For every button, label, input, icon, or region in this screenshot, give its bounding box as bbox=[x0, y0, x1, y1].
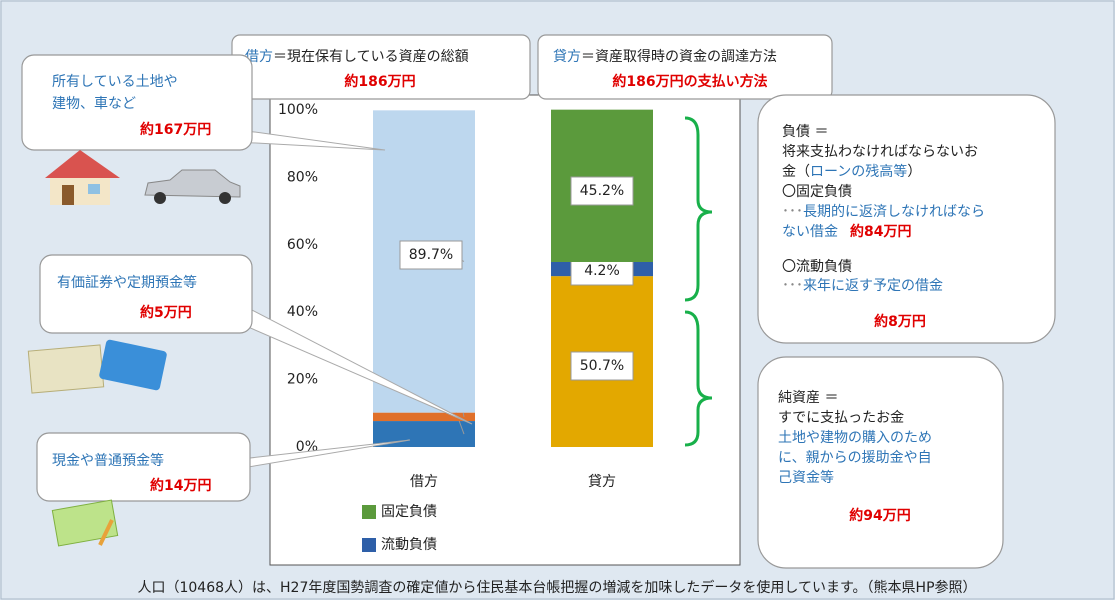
callout-box bbox=[40, 255, 252, 333]
y-tick-label: 60% bbox=[287, 237, 318, 253]
chart-frame bbox=[270, 95, 740, 565]
amount: 約186万円 bbox=[344, 73, 415, 90]
text: ･･･ bbox=[782, 204, 803, 220]
text: 長期的に返済しなければなら bbox=[803, 204, 985, 220]
callout-text: 有価証券や定期預金等 bbox=[57, 274, 197, 291]
text: 将来支払わなければならないお bbox=[782, 144, 978, 160]
text: ＝現在保有している資産の総額 bbox=[273, 49, 469, 65]
amount: 約94万円 bbox=[849, 507, 910, 524]
legend-swatch bbox=[362, 505, 376, 519]
amount: 約84万円 bbox=[850, 223, 911, 240]
text: ･･･長期的に返済しなければなら bbox=[782, 204, 985, 220]
y-tick-label: 100% bbox=[278, 102, 318, 118]
term: 貸方 bbox=[553, 49, 581, 65]
footer: 人口（10468人）は、H27年度国勢調査の確定値から住民基本台帳把握の増減を加… bbox=[137, 579, 976, 596]
x-tick-label: 貸方 bbox=[588, 474, 616, 490]
text: ） bbox=[907, 164, 921, 180]
legend-label: 流動負債 bbox=[381, 537, 437, 553]
value-label: 89.7% bbox=[409, 247, 453, 263]
legend-label: 固定負債 bbox=[381, 504, 437, 520]
text: ･･･ bbox=[782, 278, 803, 294]
amount: 約186万円の支払い方法 bbox=[612, 73, 767, 90]
text: ･･･来年に返す予定の借金 bbox=[782, 278, 943, 294]
text: ローンの残高等 bbox=[810, 163, 907, 180]
y-tick-label: 20% bbox=[287, 372, 318, 388]
text: 〇流動負債 bbox=[782, 259, 852, 275]
amount: 約5万円 bbox=[140, 304, 192, 321]
callout-text: 所有している土地や bbox=[52, 74, 178, 90]
x-tick-label: 借方 bbox=[410, 474, 438, 490]
amount: 約14万円 bbox=[150, 477, 211, 494]
text: 土地や建物の購入のため bbox=[778, 430, 932, 446]
text: 金（ bbox=[782, 164, 810, 180]
text: 金（ローンの残高等） bbox=[782, 163, 921, 180]
y-tick-label: 80% bbox=[287, 169, 318, 185]
header-text: 貸方＝資産取得時の資金の調達方法 bbox=[553, 48, 777, 65]
bar-segment bbox=[373, 413, 475, 421]
header-text: 借方＝現在保有している資産の総額 bbox=[245, 49, 469, 65]
text: 己資金等 bbox=[778, 469, 834, 486]
page: {"header": { "left": {"term": "借方", "res… bbox=[0, 0, 1115, 600]
text: ない借金 bbox=[782, 224, 838, 240]
amount: 約8万円 bbox=[874, 313, 926, 330]
text: 純資産 ＝ bbox=[778, 390, 838, 406]
value-label: 50.7% bbox=[580, 358, 624, 374]
value-label: 4.2% bbox=[584, 263, 620, 279]
infographic: 0%20%40%60%80%100%7.7%2.5%89.7%借方50.7%4.… bbox=[0, 0, 1115, 600]
callout-text: 建物、車など bbox=[52, 95, 136, 112]
legend-swatch bbox=[362, 538, 376, 552]
text: 来年に返す予定の借金 bbox=[803, 278, 943, 294]
y-tick-label: 40% bbox=[287, 304, 318, 320]
text: に、親からの援助金や自 bbox=[778, 450, 932, 466]
text: 負債 ＝ bbox=[782, 124, 828, 140]
text: ＝資産取得時の資金の調達方法 bbox=[581, 48, 777, 65]
text: すでに支払ったお金 bbox=[778, 410, 904, 426]
callout-text: 現金や普通預金等 bbox=[52, 452, 164, 469]
value-label: 45.2% bbox=[580, 183, 624, 199]
amount: 約167万円 bbox=[140, 121, 211, 138]
text: 〇固定負債 bbox=[782, 184, 852, 200]
